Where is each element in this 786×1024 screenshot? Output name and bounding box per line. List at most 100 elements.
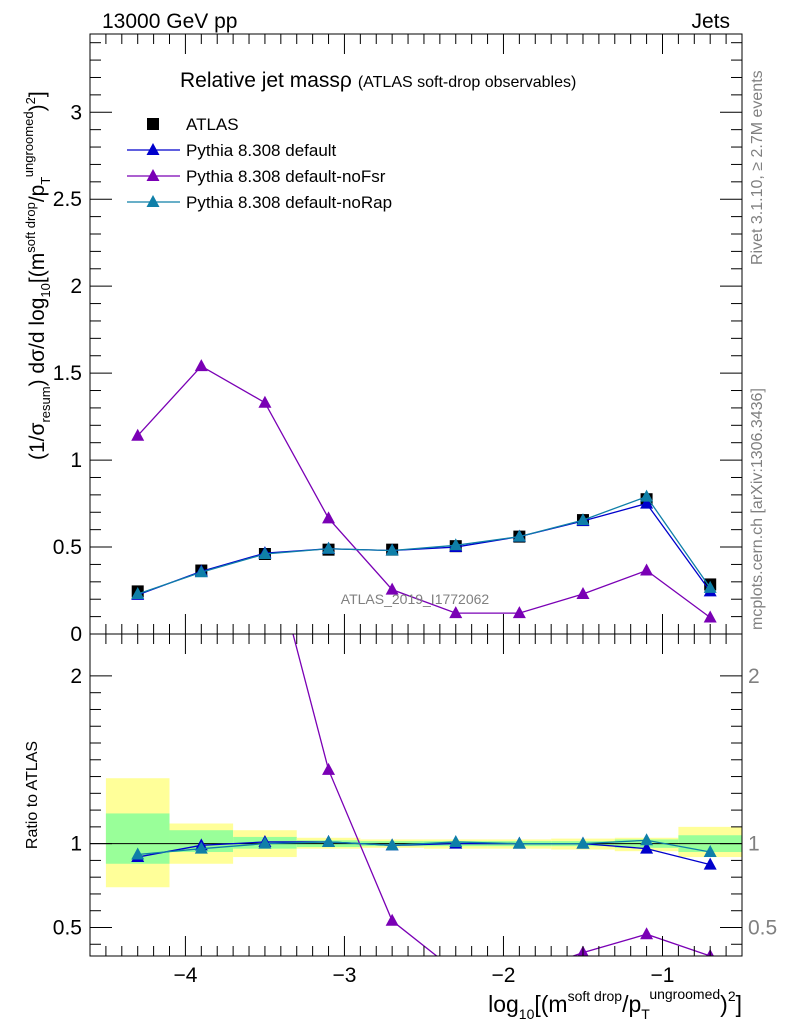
y-axis-label: (1/σresum) dσ/d log10[(msoft drop/pTungr…	[21, 91, 53, 460]
ratio-data-point	[512, 836, 526, 849]
ratio-data-point	[576, 836, 590, 849]
mc-data-point	[385, 543, 399, 556]
ratio-data-point	[131, 847, 145, 860]
mc-data-point	[449, 538, 463, 551]
ylabel-sub: resum	[38, 386, 53, 422]
y-tick-label: 1	[70, 833, 82, 856]
mc-data-point	[576, 587, 590, 599]
series-line	[137, 365, 711, 619]
y-tick-label: 0.5	[53, 536, 82, 559]
ylabel-sub2: 10	[38, 283, 53, 297]
legend-label: ATLAS	[186, 115, 239, 134]
x-axis-label: log10[(msoft drop/pTungroomed)2]	[488, 986, 742, 1022]
y-tick-label: 2	[70, 275, 82, 298]
ylabel-sup3: 2	[23, 97, 38, 104]
xlabel-sup2: ungroomed	[649, 986, 720, 1002]
legend-marker-triangle	[146, 195, 160, 207]
x-tick-label: −1	[651, 964, 675, 987]
mc-data-point	[258, 547, 272, 559]
mc-data-point	[576, 513, 590, 526]
y-tick-label: 1.5	[53, 362, 82, 385]
xlabel-mid: [(m	[534, 991, 567, 1017]
mc-data-point	[131, 428, 145, 441]
ratio-data-point	[131, 225, 144, 237]
chart-title: Relative jet massρ (ATLAS soft-drop obser…	[180, 69, 576, 92]
mc-data-point	[703, 580, 717, 593]
ratio-series-line	[137, 841, 711, 866]
x-tick-label: −4	[173, 964, 197, 987]
ratio-series-2	[131, 833, 717, 860]
ylabel-sup: soft drop	[23, 202, 38, 253]
ratio-data-point	[449, 834, 463, 847]
y-tick-label: 0.5	[53, 916, 82, 939]
ratio-panel: −4 −3 −2 −1 0.5 0.5 1 1 2 2	[53, 225, 777, 987]
legend-entry: Pythia 8.308 default	[127, 141, 337, 160]
ratio-uncertainty-bands	[105, 778, 742, 888]
ratio-data-point	[322, 762, 336, 775]
legend-entry: Pythia 8.308 default-noFsr	[127, 167, 386, 186]
series-line	[137, 495, 711, 595]
x-tick-label: −2	[491, 964, 515, 987]
mc-data-point	[258, 395, 272, 408]
ratio-data-point	[640, 833, 654, 846]
ratio-data-point	[640, 927, 654, 940]
mc-data-point	[385, 582, 399, 595]
ratio-data-point	[449, 964, 462, 976]
ylabel-post2: )	[26, 104, 49, 111]
main-panel: 0 0.5 1 1.5 2 2.5 3	[53, 33, 743, 646]
mc-data-point	[640, 496, 654, 509]
y-tick-label: 0	[70, 623, 82, 646]
legend-label: Pythia 8.308 default-noFsr	[186, 167, 386, 186]
header-left: 13000 GeV pp	[102, 10, 237, 33]
mc-data-point	[512, 606, 526, 619]
legend-entry: ATLAS	[147, 115, 239, 134]
legend-marker-triangle	[146, 143, 160, 155]
mc-data-point	[640, 489, 654, 502]
analysis-watermark: ATLAS_2019_I1772062	[341, 591, 490, 607]
ratio-panel-series	[131, 225, 717, 976]
ratio-data-point	[703, 857, 717, 870]
y-tick-label-right: 1	[748, 833, 760, 856]
y-tick-label: 1	[70, 449, 82, 472]
ylabel-sup2: ungroomed	[21, 111, 36, 177]
legend-entry: Pythia 8.308 default-noRap	[127, 193, 392, 212]
main-panel-series	[131, 359, 717, 623]
xlabel-pre: log	[488, 991, 519, 1017]
ratio-data-point	[258, 520, 271, 532]
ylabel-mid: ) dσ/d log	[26, 298, 49, 387]
ratio-y-axis-label: Ratio to ATLAS	[24, 741, 41, 849]
xlabel-sub2: T	[641, 1006, 650, 1022]
y-tick-label: 2	[70, 665, 82, 688]
ratio-data-point	[385, 838, 399, 851]
xlabel-end: ]	[736, 991, 742, 1017]
mc-data-point	[194, 565, 208, 578]
legend-marker-square	[147, 118, 159, 130]
ratio-series-line	[137, 839, 711, 856]
rivet-label: Rivet 3.1.10, ≥ 2.7M events	[749, 70, 766, 265]
mcplots-label: mcplots.cern.ch [arXiv:1306.3436]	[749, 388, 766, 630]
xlabel-post: )	[720, 991, 728, 1017]
series-3	[131, 489, 717, 599]
xlabel-sup: soft drop	[568, 988, 623, 1004]
main-panel-ticks: 0 0.5 1 1.5 2 2.5 3	[53, 34, 743, 646]
ratio-data-point	[703, 845, 717, 858]
xlabel-mid2: /p	[622, 991, 641, 1017]
ratio-series-line	[292, 634, 711, 956]
mc-data-point	[640, 563, 654, 576]
ylabel-end: ]	[26, 91, 49, 97]
mc-data-point	[194, 359, 208, 372]
y-tick-label-right: 0.5	[748, 916, 777, 939]
mc-data-point	[322, 511, 336, 524]
ratio-data-point	[385, 913, 399, 926]
legend-label: Pythia 8.308 default	[186, 141, 337, 160]
header-right: Jets	[691, 10, 730, 33]
ratio-data-point	[258, 836, 272, 849]
mc-data-point	[131, 587, 145, 599]
ratio-data-point	[195, 297, 208, 309]
ylabel-pre: (1/σ	[26, 422, 49, 460]
legend-label: Pythia 8.308 default-noRap	[186, 193, 392, 212]
ylabel-mid2: /p	[26, 185, 49, 203]
mc-data-point	[449, 606, 463, 619]
ratio-data-point	[640, 841, 654, 854]
legend: ATLAS Pythia 8.308 default Pythia 8.308 de…	[127, 115, 392, 212]
